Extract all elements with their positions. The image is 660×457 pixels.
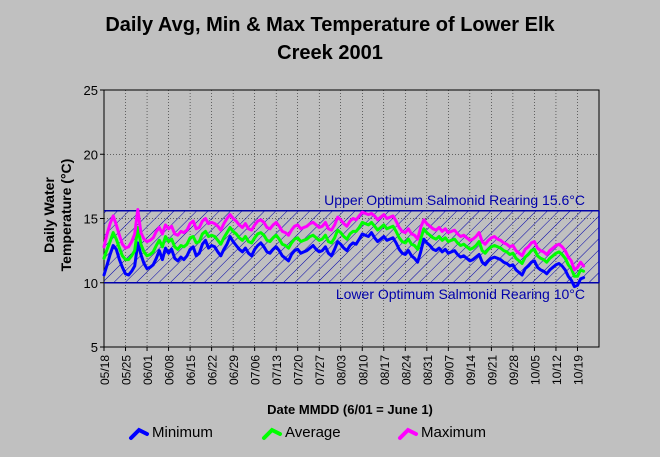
x-tick-label: 06/22 xyxy=(206,355,220,385)
y-tick-label: 15 xyxy=(84,212,98,227)
x-tick-label: 10/05 xyxy=(528,355,542,385)
x-tick-label: 09/07 xyxy=(442,355,456,385)
series-maximum-line xyxy=(102,208,586,272)
x-tick-label: 10/19 xyxy=(571,355,585,385)
y-tick-label: 10 xyxy=(84,276,98,291)
series-minimum-line xyxy=(102,231,586,289)
legend-swatch-minimum xyxy=(129,427,149,440)
legend-label-average: Average xyxy=(285,424,341,441)
x-tick-label: 08/17 xyxy=(378,355,392,385)
x-tick-label: 06/01 xyxy=(141,355,155,385)
x-tick-label: 08/24 xyxy=(399,355,413,385)
legend-swatch-average xyxy=(262,427,282,440)
x-tick-label: 09/21 xyxy=(485,355,499,385)
y-tick-label: 5 xyxy=(91,340,98,355)
x-tick-label: 08/03 xyxy=(335,355,349,385)
legend-label-minimum: Minimum xyxy=(152,424,213,441)
legend-item-maximum: Maximum xyxy=(397,422,507,444)
y-tick-label: 20 xyxy=(84,147,98,162)
x-tick-label: 08/31 xyxy=(421,355,435,385)
x-tick-label: 07/27 xyxy=(313,355,327,385)
chart-title-line1: Daily Avg, Min & Max Temperature of Lowe… xyxy=(105,14,555,36)
x-axis-label: Date MMDD (6/01 = June 1) xyxy=(267,402,433,417)
x-tick-label: 10/12 xyxy=(550,355,564,385)
legend-item-minimum: Minimum xyxy=(128,422,238,444)
x-tick-label: 09/14 xyxy=(464,355,478,385)
series-average-line xyxy=(102,220,586,278)
legend-label-maximum: Maximum xyxy=(421,424,487,441)
x-tick-label: 05/18 xyxy=(98,355,112,385)
axes: 5 10 15 20 25 05/18 05/25 06/01 06/08 06/15 06/22 0… xyxy=(84,83,586,385)
legend-item-average: Average xyxy=(261,422,371,444)
x-tick-label: 05/25 xyxy=(120,355,134,385)
grid xyxy=(104,90,599,347)
optimum-band: Upper Optimum Salmonid Rearing 15.6°C Low… xyxy=(104,192,600,302)
x-tick-label: 06/29 xyxy=(227,355,241,385)
series-lines xyxy=(102,208,586,289)
chart-title-line2: Creek 2001 xyxy=(277,42,383,64)
x-tick-label: 09/28 xyxy=(507,355,521,385)
legend: Minimum Average Maximum xyxy=(0,422,660,444)
x-tick-label: 08/10 xyxy=(356,355,370,385)
x-tick-label: 06/15 xyxy=(184,355,198,385)
x-tick-label: 07/13 xyxy=(270,355,284,385)
band-lower-label: Lower Optimum Salmonid Rearing 10°C xyxy=(336,286,585,302)
line-chart: Upper Optimum Salmonid Rearing 15.6°C Low… xyxy=(84,83,600,385)
band-upper-label: Upper Optimum Salmonid Rearing 15.6°C xyxy=(324,192,585,208)
x-tick-label: 07/20 xyxy=(292,355,306,385)
legend-swatch-maximum xyxy=(398,427,418,440)
x-tick-label: 06/08 xyxy=(163,355,177,385)
x-tick-label: 07/06 xyxy=(249,355,263,385)
y-tick-label: 25 xyxy=(84,83,98,98)
